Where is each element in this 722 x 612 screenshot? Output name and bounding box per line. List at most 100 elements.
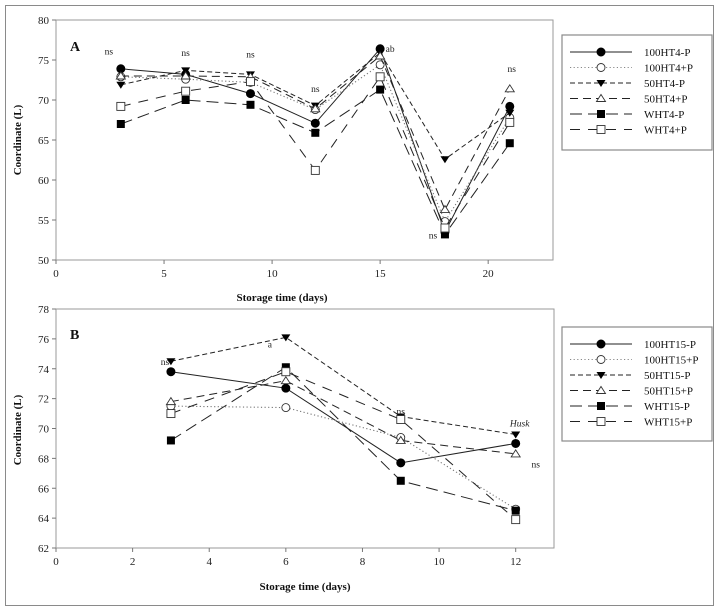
legend-item: WHT15-P [570, 401, 690, 413]
data-point [396, 458, 406, 468]
significance-label: ns [397, 408, 406, 418]
y-tick-label: 68 [38, 453, 50, 465]
series-line [170, 380, 516, 455]
data-point [281, 334, 291, 342]
data-point [309, 103, 321, 113]
data-point [505, 139, 514, 148]
significance-label: ns [105, 47, 114, 57]
significance-label: ab [386, 45, 395, 55]
legend-marker [596, 339, 606, 349]
legend-marker [596, 125, 606, 134]
legend-item: 50HT4-P [570, 78, 685, 90]
data-point [375, 72, 385, 82]
x-tick-label: 5 [161, 268, 167, 280]
legend: 100HT4-P 100HT4+P 50HT4-P 50HT4+P WHT4-P WHT4… [561, 34, 713, 151]
data-point [180, 71, 191, 80]
data-point [505, 109, 515, 117]
legend-label: 50HT4+P [644, 94, 687, 106]
data-point [511, 515, 521, 525]
legend-marker [596, 417, 606, 426]
legend-label: 50HT15+P [644, 386, 693, 398]
data-point [440, 223, 450, 233]
data-point [440, 230, 449, 239]
y-tick-label: 66 [38, 483, 50, 495]
data-point [281, 363, 290, 372]
significance-label: ns [181, 49, 190, 59]
y-tick-label: 75 [38, 55, 50, 67]
legend-item: 100HT4+P [570, 63, 693, 75]
data-point [181, 86, 191, 96]
data-point [511, 438, 521, 448]
data-point [439, 204, 451, 214]
data-point [166, 358, 176, 366]
data-point [280, 375, 292, 385]
series-100HT15-P [166, 367, 521, 468]
y-tick-label: 50 [38, 255, 50, 267]
legend-marker [596, 355, 606, 364]
data-point [505, 117, 515, 127]
data-point [165, 396, 177, 406]
legend-label: 50HT4-P [644, 78, 685, 90]
y-tick-label: 72 [38, 394, 49, 406]
y-axis-title: Coordinate (L) [12, 104, 24, 175]
y-tick-label: 78 [38, 304, 50, 316]
data-point [246, 100, 255, 109]
data-point [510, 449, 522, 458]
series-line [170, 371, 517, 520]
legend-marker [595, 385, 607, 394]
x-axis-title: Storage time (days) [259, 581, 350, 593]
y-tick-label: 55 [38, 215, 50, 227]
x-tick-label: 0 [53, 556, 59, 568]
legend-item: 100HT15+P [570, 355, 698, 367]
data-point [311, 128, 320, 137]
data-point [166, 436, 175, 445]
x-tick-label: 2 [130, 556, 136, 568]
series-line [170, 405, 516, 510]
x-tick-label: 20 [483, 268, 495, 280]
significance-label: ns [429, 231, 438, 241]
data-point [376, 85, 385, 94]
x-tick-label: 12 [510, 556, 521, 568]
data-point [504, 83, 516, 93]
significance-label: a [268, 340, 273, 350]
panel-letter: B [70, 328, 79, 343]
series-line [170, 371, 516, 464]
legend-marker [595, 93, 607, 102]
data-point [166, 409, 176, 419]
legend-marker [596, 63, 606, 72]
x-tick-label: 6 [283, 556, 289, 568]
legend-item: WHT15+P [570, 417, 692, 429]
chart-panel-a: 50 55 60 65 70 75 80 0 5 10 15 20 Storage time (days… [12, 15, 713, 304]
y-tick-label: 62 [38, 543, 49, 555]
data-point [375, 60, 385, 70]
legend-label: WHT15-P [644, 401, 690, 413]
legend-item: 50HT15-P [570, 370, 690, 382]
data-point [396, 476, 405, 485]
series-100HT15+P [166, 401, 521, 514]
y-tick-label: 64 [38, 513, 50, 525]
y-tick-label: 76 [38, 334, 50, 346]
series-line [120, 75, 511, 230]
series-line [170, 366, 516, 512]
series-WHT15+P [166, 367, 521, 525]
y-tick-label: 70 [38, 95, 50, 107]
significance-label: ns [246, 51, 255, 61]
legend-label: 100HT15+P [644, 355, 698, 367]
legend-label: WHT15+P [644, 417, 692, 429]
data-point [281, 383, 291, 393]
data-point [281, 367, 291, 377]
x-tick-label: 0 [53, 268, 59, 280]
x-tick-label: 15 [375, 268, 387, 280]
data-point [116, 120, 125, 128]
significance-label: ns [508, 65, 517, 75]
legend-box [561, 34, 713, 151]
data-point [310, 165, 320, 175]
legend-label: 50HT15-P [644, 370, 690, 382]
legend-item: 100HT15-P [570, 339, 696, 351]
series-50HT15-P [166, 334, 521, 439]
legend-item: 100HT4-P [570, 47, 690, 59]
y-axis-title: Coordinate (L) [12, 394, 24, 465]
data-point [181, 96, 190, 104]
plot-area [55, 19, 554, 261]
